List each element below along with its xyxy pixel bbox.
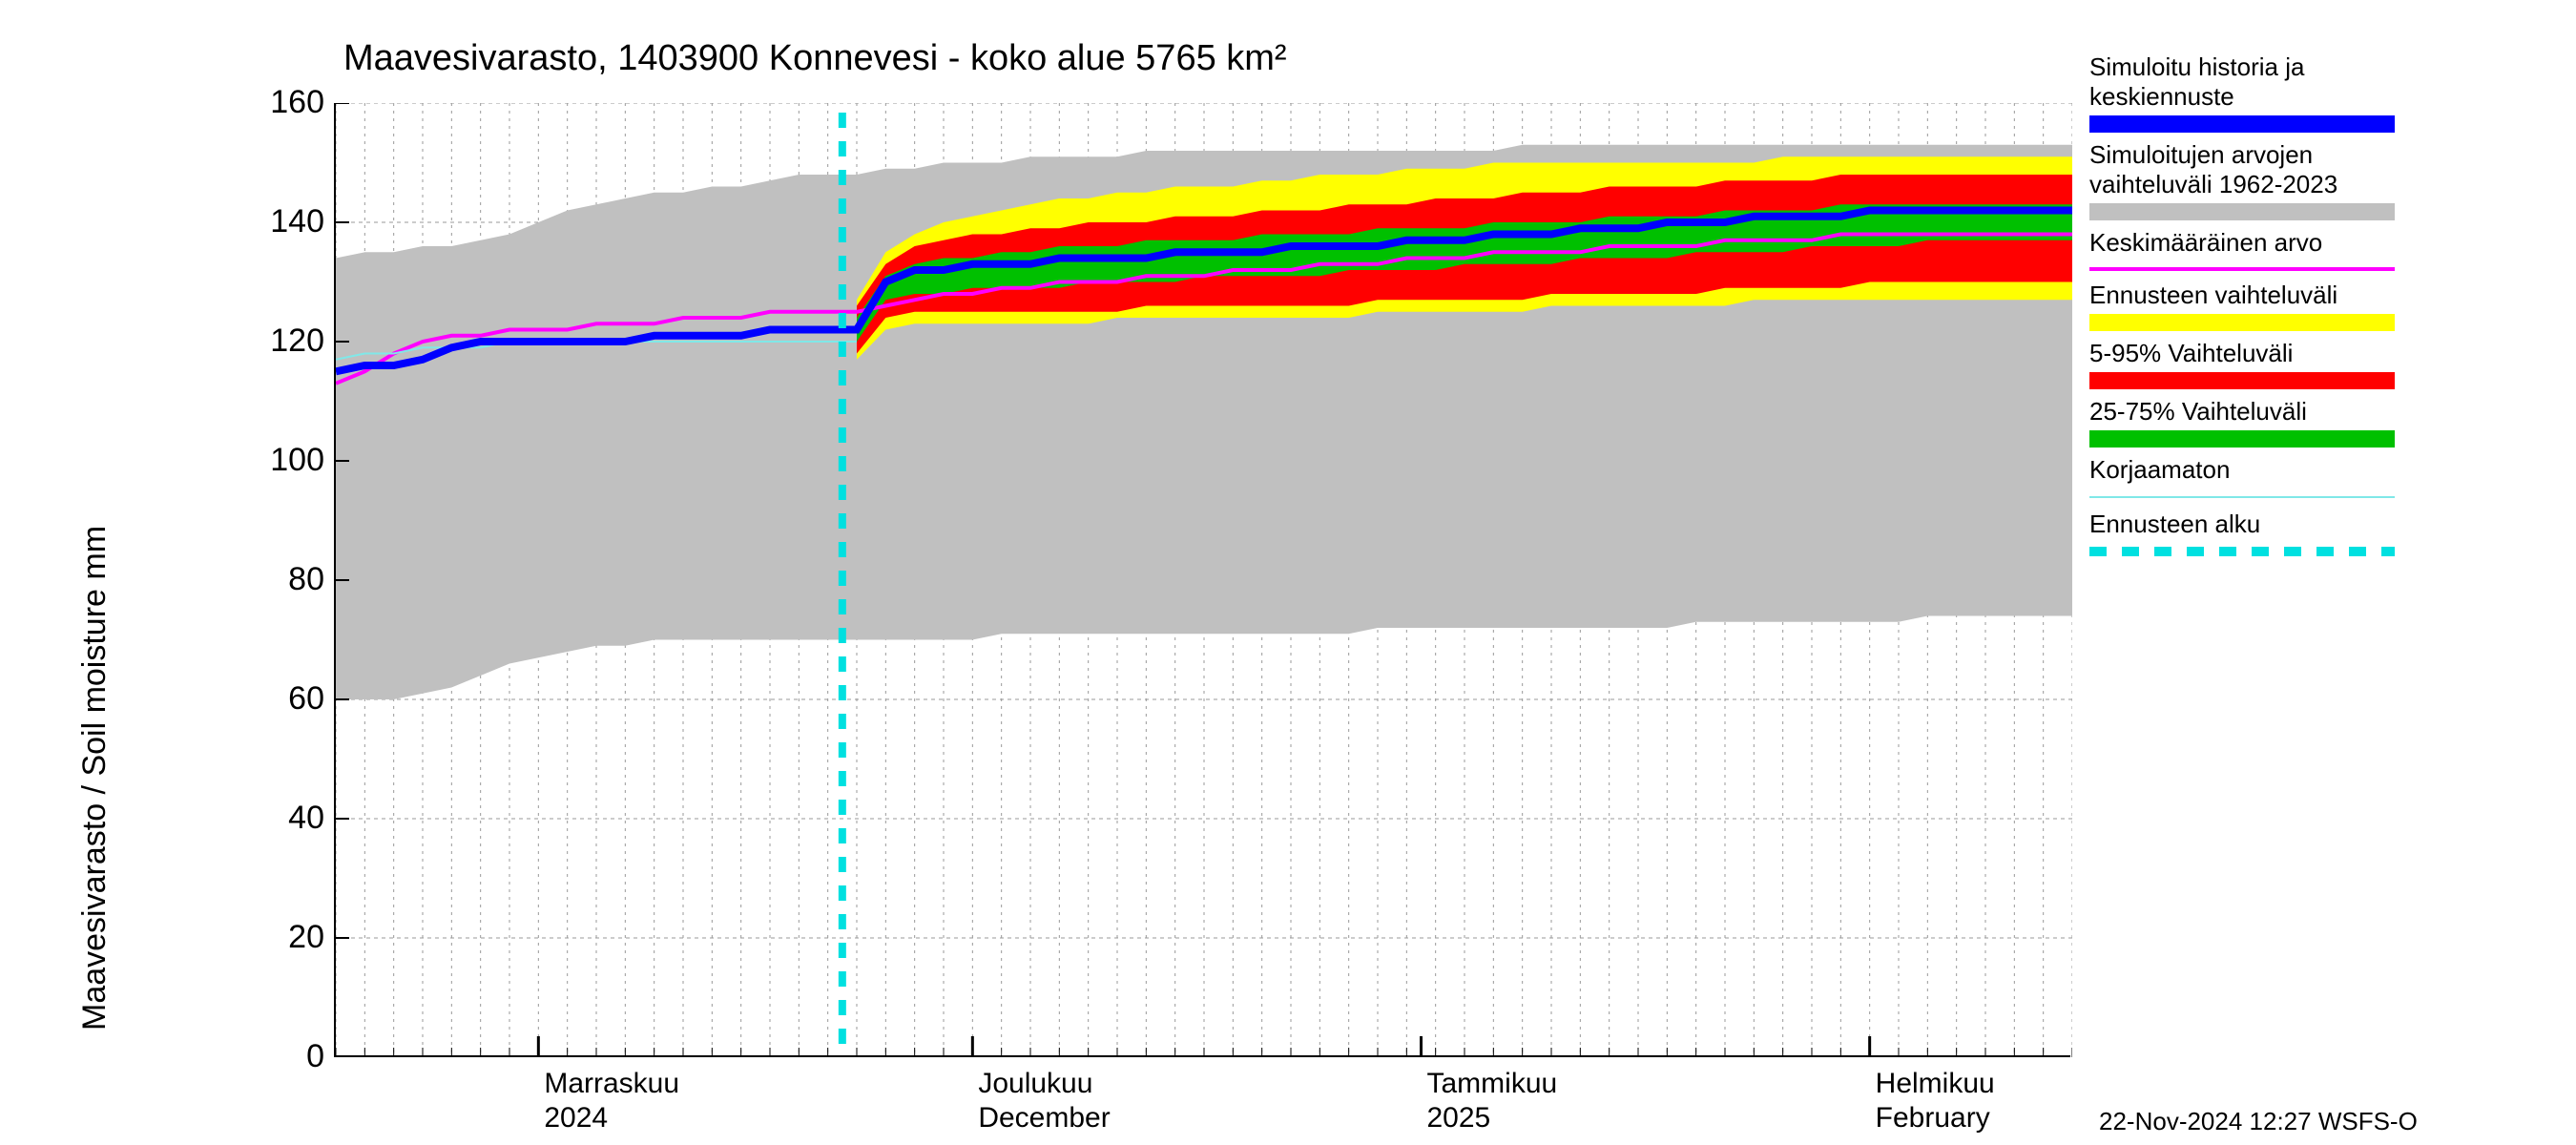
legend-label: 25-75% Vaihteluväli	[2089, 397, 2395, 427]
x-tick-label: JoulukuuDecember	[978, 1067, 1110, 1135]
legend-item: 25-75% Vaihteluväli	[2089, 397, 2395, 448]
y-tick-label: 20	[248, 919, 324, 956]
legend-label: Simuloitu historia jakeskiennuste	[2089, 52, 2395, 112]
legend-label: Simuloitujen arvojenvaihteluväli 1962-20…	[2089, 140, 2395, 199]
legend-item: Simuloitu historia jakeskiennuste	[2089, 52, 2395, 133]
x-tick-label: HelmikuuFebruary	[1876, 1067, 1995, 1135]
chart-title: Maavesivarasto, 1403900 Konnevesi - koko…	[343, 38, 1287, 79]
x-tick-label: Marraskuu2024	[544, 1067, 679, 1135]
legend-label: Korjaamaton	[2089, 455, 2395, 485]
x-tick-label: Tammikuu2025	[1427, 1067, 1558, 1135]
legend-swatch	[2089, 430, 2395, 448]
y-tick-label: 140	[248, 203, 324, 240]
legend-label: Keskimääräinen arvo	[2089, 228, 2395, 258]
legend-item: Simuloitujen arvojenvaihteluväli 1962-20…	[2089, 140, 2395, 220]
plot-area	[334, 103, 2070, 1057]
legend-item: Keskimääräinen arvo	[2089, 228, 2395, 271]
y-tick-label: 100	[248, 442, 324, 479]
y-tick-label: 120	[248, 323, 324, 360]
y-tick-label: 160	[248, 84, 324, 121]
y-axis-label: Maavesivarasto / Soil moisture mm	[76, 526, 114, 1030]
legend-item: Ennusteen alku	[2089, 510, 2395, 556]
legend-item: 5-95% Vaihteluväli	[2089, 339, 2395, 389]
legend-swatch	[2089, 267, 2395, 271]
legend-swatch	[2089, 115, 2395, 133]
chart-footer: 22-Nov-2024 12:27 WSFS-O	[2099, 1107, 2418, 1136]
legend-item: Ennusteen vaihteluväli	[2089, 281, 2395, 331]
legend-swatch	[2089, 547, 2395, 556]
legend-item: Korjaamaton	[2089, 455, 2395, 498]
chart-container: Maavesivarasto, 1403900 Konnevesi - koko…	[0, 0, 2576, 1145]
legend-swatch	[2089, 314, 2395, 331]
y-tick-label: 0	[248, 1038, 324, 1075]
legend-swatch	[2089, 203, 2395, 220]
legend-swatch	[2089, 372, 2395, 389]
legend: Simuloitu historia jakeskiennuste Simuloi…	[2089, 52, 2395, 564]
legend-label: 5-95% Vaihteluväli	[2089, 339, 2395, 368]
y-tick-label: 60	[248, 680, 324, 718]
legend-label: Ennusteen vaihteluväli	[2089, 281, 2395, 310]
legend-swatch	[2089, 496, 2395, 498]
y-tick-label: 80	[248, 561, 324, 598]
y-tick-label: 40	[248, 800, 324, 837]
plot-svg	[336, 103, 2072, 1057]
legend-label: Ennusteen alku	[2089, 510, 2395, 539]
